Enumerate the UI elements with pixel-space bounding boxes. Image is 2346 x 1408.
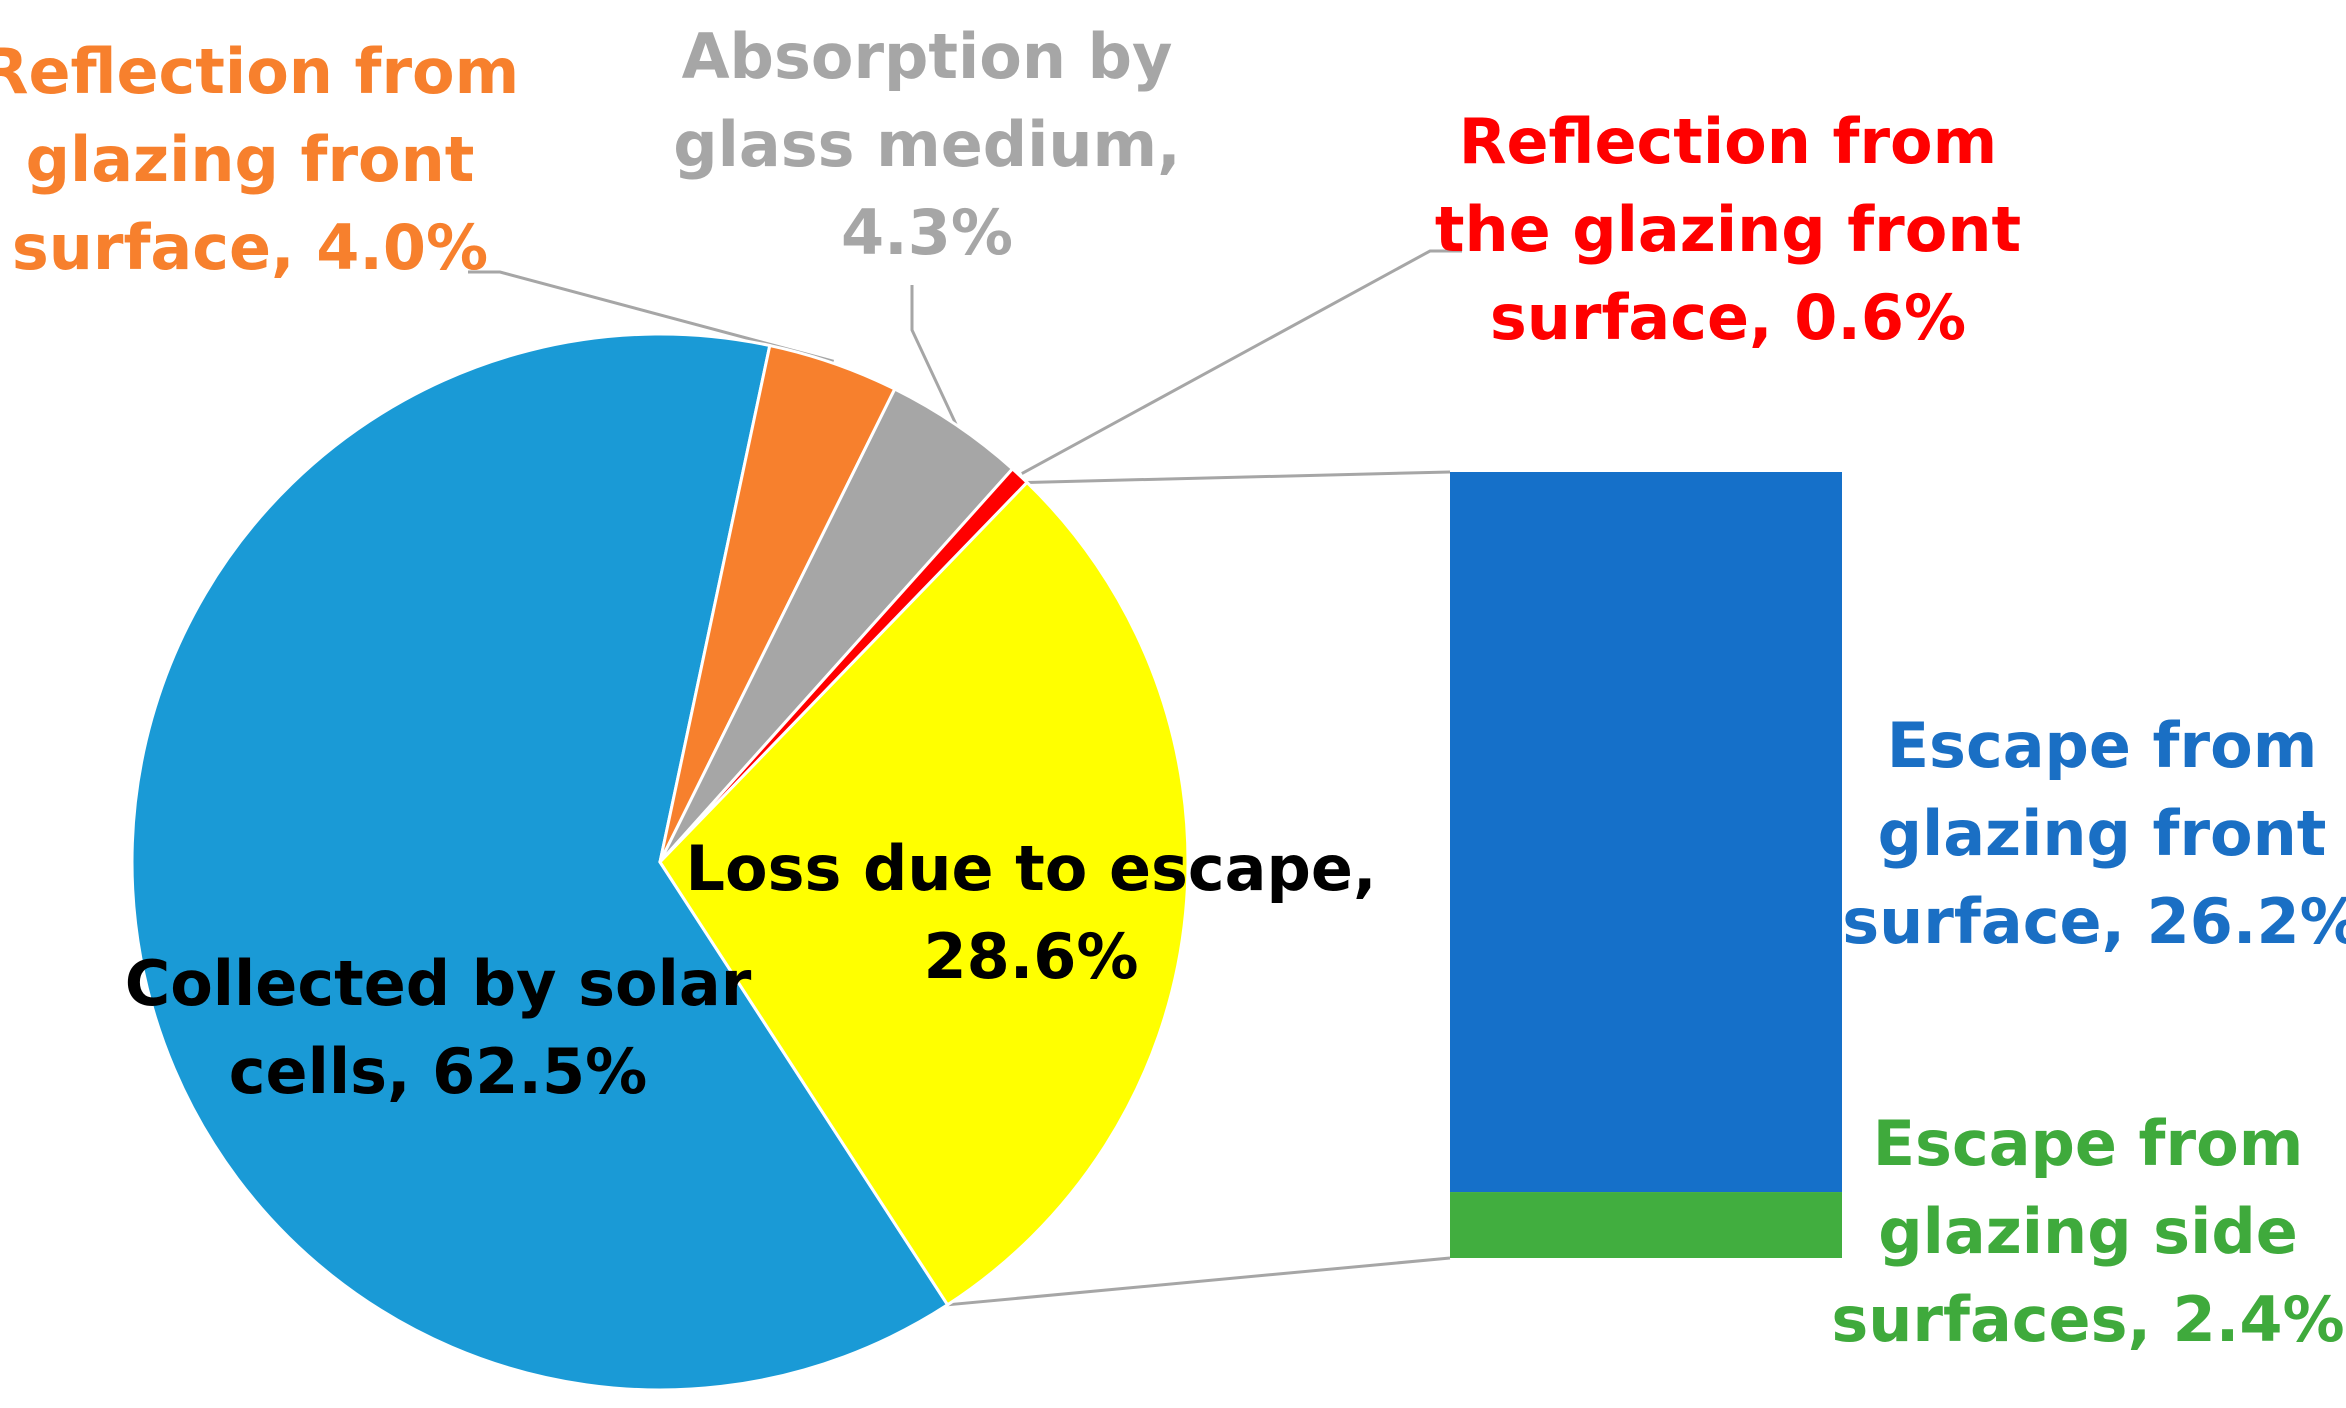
pie-slice-loss-due-to-escape: [658, 480, 1190, 1307]
pie: [130, 332, 1190, 1392]
leader-line-absorption: [910, 285, 958, 426]
pie-slice-collected-by-solar: [130, 332, 950, 1392]
stacked-bar: [1450, 472, 1842, 1258]
pie-label-collected-by-solar: Collected by solar cells, 62.5%: [125, 947, 752, 1108]
bar-label-escape-from-glazing-front-surface-26-2: Escape from glazing front surface, 26.2%: [1842, 709, 2346, 958]
connector-line-top: [1027, 470, 1451, 484]
connector-lines: [468, 249, 1462, 1307]
pie-label-reflection-from: Reflection from glazing front surface, 4.0…: [0, 35, 519, 284]
bar-label-escape-from-glazing-side-surfaces-2-4: Escape from glazing side surfaces, 2.4%: [1831, 1107, 2344, 1356]
leader-line-reflection: [468, 270, 835, 363]
pie-label-reflection-from: Reflection from the glazing front surface,…: [1435, 105, 2021, 354]
bar-segment-escape-from-glazing-front-surface-26-2: [1450, 472, 1842, 1193]
data-labels: Collected by solar cells, 62.5% Reflection…: [0, 20, 2346, 1356]
pie-label-absorption-by: Absorption by glass medium, 4.3%: [673, 20, 1180, 269]
connector-line-bottom: [947, 1256, 1451, 1307]
pie-label-loss-due-to-escape: Loss due to escape, 28.6%: [686, 832, 1377, 993]
bar-segment-escape-from-glazing-side-surfaces-2-4: [1450, 1192, 1842, 1258]
leader-line-reflection-glazing: [1021, 249, 1462, 475]
